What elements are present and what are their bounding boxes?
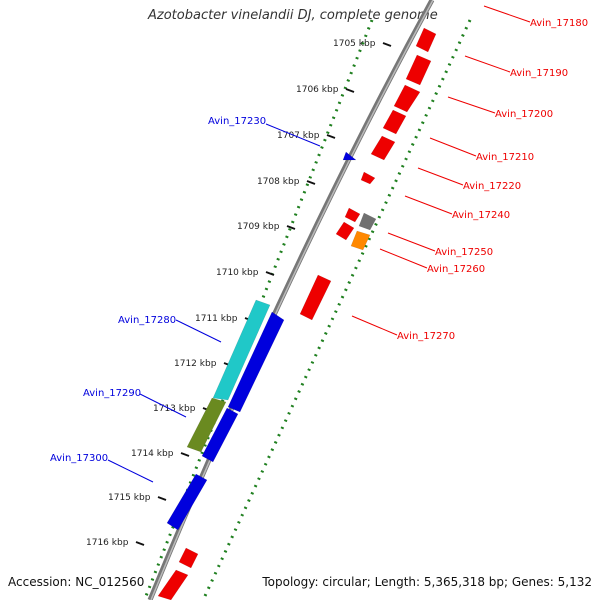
label-leader-line — [107, 459, 154, 483]
gene-glyph[interactable] — [370, 135, 396, 161]
gene-glyph[interactable] — [360, 171, 376, 185]
gene-label[interactable]: Avin_17260 — [427, 264, 485, 275]
label-leader-line — [429, 137, 477, 157]
tick-mark — [135, 541, 145, 546]
tick-label: 1705 kbp — [333, 39, 376, 49]
label-leader-line — [379, 248, 428, 269]
tick-label: 1716 kbp — [86, 538, 129, 548]
accession-label: Accession: NC_012560 — [8, 575, 145, 589]
gene-glyph[interactable] — [344, 207, 361, 223]
label-leader-line — [483, 5, 531, 23]
tick-label: 1715 kbp — [108, 493, 151, 503]
gene-glyph[interactable] — [227, 311, 285, 413]
tick-label: 1713 kbp — [153, 404, 196, 414]
genes — [157, 27, 437, 600]
gene-label[interactable]: Avin_17190 — [510, 68, 568, 79]
label-leader-line — [447, 96, 496, 114]
tick-label: 1707 kbp — [277, 131, 320, 141]
gene-glyph[interactable] — [201, 407, 239, 463]
gene-glyph[interactable] — [405, 54, 432, 86]
tick-label: 1714 kbp — [131, 449, 174, 459]
gene-glyph[interactable] — [178, 547, 199, 569]
gene-label[interactable]: Avin_17290 — [83, 388, 141, 399]
tick-mark — [306, 180, 316, 185]
label-leader-line — [387, 232, 436, 252]
gene-label[interactable]: Avin_17180 — [530, 18, 588, 29]
gene-glyph[interactable] — [186, 397, 227, 453]
tick-label: 1709 kbp — [237, 222, 280, 232]
gene-label[interactable]: Avin_17220 — [463, 181, 521, 192]
gene-glyph[interactable] — [350, 230, 371, 251]
gene-glyph[interactable] — [358, 212, 377, 231]
gene-glyph[interactable] — [342, 151, 357, 161]
gene-glyph[interactable] — [299, 274, 332, 321]
label-leader-line — [175, 319, 222, 343]
tick-label: 1711 kbp — [195, 314, 238, 324]
gene-label[interactable]: Avin_17300 — [50, 453, 108, 464]
genome-backbone — [147, 0, 435, 600]
label-leader-line — [139, 393, 187, 418]
genome-backbone-highlight — [150, 0, 434, 600]
tick-label: 1710 kbp — [216, 268, 259, 278]
gene-label[interactable]: Avin_17280 — [118, 315, 176, 326]
gene-glyph[interactable] — [212, 299, 271, 401]
tick-mark — [286, 225, 296, 230]
genome-summary: Topology: circular; Length: 5,365,318 bp… — [262, 575, 592, 589]
gene-label[interactable]: Avin_17210 — [476, 152, 534, 163]
ruler-track-inner — [203, 19, 472, 597]
gene-label[interactable]: Avin_17230 — [208, 116, 266, 127]
tick-mark — [382, 42, 392, 47]
tick-mark — [326, 134, 336, 139]
gene-glyph[interactable] — [335, 221, 355, 241]
tick-mark — [265, 271, 275, 276]
tick-label: 1712 kbp — [174, 359, 217, 369]
gene-labels: Avin_17180 Avin_17190 Avin_17200 Avin_17210… — [50, 5, 588, 483]
gene-label[interactable]: Avin_17270 — [397, 331, 455, 342]
gene-glyph[interactable] — [415, 27, 437, 53]
gene-glyph[interactable] — [382, 109, 407, 135]
map-title: Azotobacter vinelandii DJ, complete geno… — [148, 8, 438, 23]
label-leader-line — [265, 123, 321, 147]
tick-mark — [345, 88, 355, 93]
tick-mark — [157, 496, 167, 501]
label-leader-line — [464, 55, 511, 73]
gene-label[interactable]: Avin_17250 — [435, 247, 493, 258]
gene-label[interactable]: Avin_17200 — [495, 109, 553, 120]
tick-label: 1706 kbp — [296, 85, 339, 95]
tick-mark — [180, 452, 190, 457]
tick-labels: 1705 kbp 1706 kbp 1707 kbp 1708 kbp 1709 kbp… — [86, 39, 392, 548]
label-leader-line — [417, 167, 464, 186]
gene-label[interactable]: Avin_17240 — [452, 210, 510, 221]
label-leader-line — [351, 315, 398, 336]
gene-glyph[interactable] — [393, 84, 421, 113]
label-leader-line — [404, 195, 453, 215]
gene-glyph[interactable] — [157, 569, 189, 600]
tick-label: 1708 kbp — [257, 177, 300, 187]
gene-glyph[interactable] — [166, 473, 208, 531]
